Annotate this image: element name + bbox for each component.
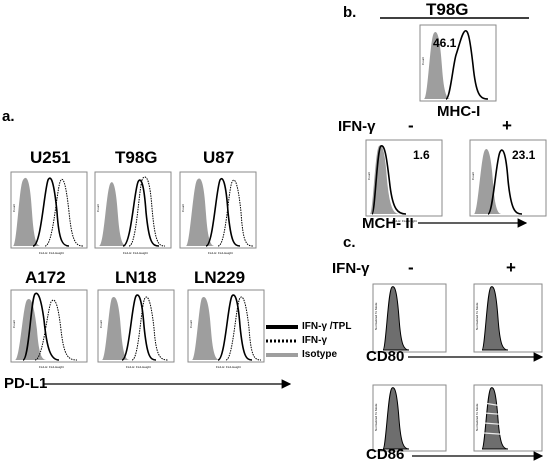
marker-mhc1: MHC-I <box>437 103 481 120</box>
svg-text:Normalized To Mode: Normalized To Mode <box>475 403 479 431</box>
marker-cd80: CD80 <box>366 348 405 365</box>
panel-b-plus: + <box>502 116 512 135</box>
histogram-ln18: Count FL2-H: FL2-Height <box>97 289 175 369</box>
svg-text:Count: Count <box>181 204 185 212</box>
svg-text:Count: Count <box>96 204 100 212</box>
cell-title-b-t98g: T98G <box>426 0 469 19</box>
histogram-mhc1: Count <box>419 24 497 102</box>
histogram-ln229: Count FL2-H: FL2-Height <box>187 289 265 369</box>
cell-title-ln229: LN229 <box>194 268 246 287</box>
svg-text:Count: Count <box>471 172 475 180</box>
histogram-cd86-minus: Normalized To Mode <box>372 384 447 452</box>
marker-mhc2: MCH- II <box>362 215 414 232</box>
cell-title-t98g: T98G <box>115 148 158 167</box>
cell-title-u87: U87 <box>203 148 235 167</box>
legend-label-ifn: IFN-γ <box>302 335 327 346</box>
svg-text:FL2-H: FL2-Height: FL2-H: FL2-Height <box>208 251 233 255</box>
svg-text:Normalized To Mode: Normalized To Mode <box>475 302 479 330</box>
cell-title-u251: U251 <box>30 148 71 167</box>
panel-c-label: c. <box>343 234 356 251</box>
svg-text:Count: Count <box>99 320 103 328</box>
svg-text:Normalized To Mode: Normalized To Mode <box>374 403 378 431</box>
svg-text:FL2-H: FL2-Height: FL2-H: FL2-Height <box>216 365 241 369</box>
svg-text:Count: Count <box>367 172 371 180</box>
histogram-a172: Count FL2-H: FL2-Height <box>10 289 88 369</box>
svg-text:FL2-H: FL2-Height: FL2-H: FL2-Height <box>123 251 148 255</box>
histogram-u87: Count FL2-H: FL2-Height <box>179 171 257 255</box>
panel-c-plus: + <box>506 258 516 277</box>
svg-text:Count: Count <box>189 320 193 328</box>
panel-a-label: a. <box>2 108 15 125</box>
legend-label-ifn-tpl: IFN-γ /TPL <box>302 321 352 332</box>
panel-b-ifn-label: IFN-γ <box>338 118 376 135</box>
histogram-t98g: Count FL2-H: FL2-Height <box>94 171 172 255</box>
marker-pdl1: PD-L1 <box>4 375 48 392</box>
histogram-cd80-minus: Normalized To Mode <box>372 283 447 353</box>
mhc2-minus-percent: 1.6 <box>413 148 430 162</box>
panel-c-minus: - <box>408 258 414 277</box>
svg-text:FL2-H: FL2-Height: FL2-H: FL2-Height <box>39 251 64 255</box>
histogram-mhc2-minus: Count FL2-H: FL2-Height <box>365 139 443 223</box>
histogram-mhc2-plus: Count <box>469 139 547 217</box>
marker-cd86: CD86 <box>366 446 405 463</box>
svg-text:Count: Count <box>12 204 16 212</box>
legend-label-isotype: Isotype <box>302 349 338 360</box>
mhc1-percent: 46.1 <box>433 36 457 50</box>
panel-b-minus: - <box>408 116 414 135</box>
panel-b-label: b. <box>343 4 357 21</box>
histogram-cd86-plus: Normalized To Mode <box>473 384 543 452</box>
svg-text:Normalized To Mode: Normalized To Mode <box>374 302 378 330</box>
histogram-u251: Count FL2-H: FL2-Height <box>10 171 88 255</box>
svg-text:FL2-H: FL2-Height: FL2-H: FL2-Height <box>392 219 417 223</box>
svg-text:FL2-H: FL2-Height: FL2-H: FL2-Height <box>39 365 64 369</box>
svg-text:FL2-H: FL2-Height: FL2-H: FL2-Height <box>126 365 151 369</box>
mhc2-plus-percent: 23.1 <box>512 148 536 162</box>
cell-title-a172: A172 <box>25 268 66 287</box>
cell-title-ln18: LN18 <box>115 268 157 287</box>
svg-text:Count: Count <box>12 320 16 328</box>
panel-c-ifn-label: IFN-γ <box>332 260 370 277</box>
svg-text:Count: Count <box>421 57 425 65</box>
histogram-cd80-plus: Normalized To Mode <box>473 283 543 353</box>
